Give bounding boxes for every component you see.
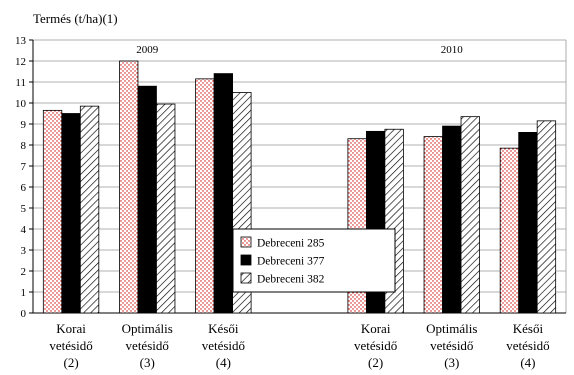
group-label: 2009 [136,44,159,56]
category-label: Korai vetésidő (2) [49,321,92,370]
category-label: Korai vetésidő (2) [354,321,397,370]
bar [79,105,100,314]
bar [119,60,139,314]
group-label: 2010 [441,44,464,56]
x-axis-labels: 2009 2010 Korai vetésidő (2) Optimális vetésid… [49,44,549,370]
y-axis-title: Termés (t/ha)(1) [33,11,118,26]
bar [137,85,157,314]
y-tick-label: 13 [15,35,27,47]
bar [499,147,520,314]
category-label: Optimális vetésidő (3) [122,321,173,370]
y-tick-label: 6 [21,182,27,194]
y-tick-label: 4 [21,224,27,236]
y-tick-label: 9 [21,119,27,131]
y-tick-label: 5 [21,203,27,215]
y-tick-label: 8 [21,140,27,152]
y-tick-label: 3 [21,245,27,257]
legend: Debreceni 285 Debreceni 377 Debreceni 382 [232,228,396,293]
bar [195,78,215,314]
bar [156,103,176,314]
y-tick-label: 7 [21,161,27,173]
bar [518,131,538,314]
bar [423,136,443,314]
y-tick-label: 1 [21,287,27,299]
legend-swatch [240,236,252,248]
y-tick-label: 2 [21,266,27,278]
legend-swatch [240,272,252,284]
y-tick-label: 12 [15,56,26,68]
bar [536,120,557,314]
bar [460,116,480,314]
legend-label: Debreceni 285 [257,238,325,250]
legend-swatch [240,254,252,266]
bar [442,125,462,314]
category-label: Késői vetésidő (4) [506,321,549,370]
y-tick-label: 11 [15,77,26,89]
y-tick-label: 10 [15,98,27,110]
category-label: Késői vetésidő (4) [202,321,245,370]
bar [61,113,81,314]
legend-box [232,228,396,293]
category-label: Optimális vetésidő (3) [426,321,477,370]
legend-label: Debreceni 377 [257,256,325,268]
bar [42,109,63,314]
legend-label: Debreceni 382 [257,274,325,286]
bar [213,73,234,314]
y-tick-label: 0 [21,308,27,320]
